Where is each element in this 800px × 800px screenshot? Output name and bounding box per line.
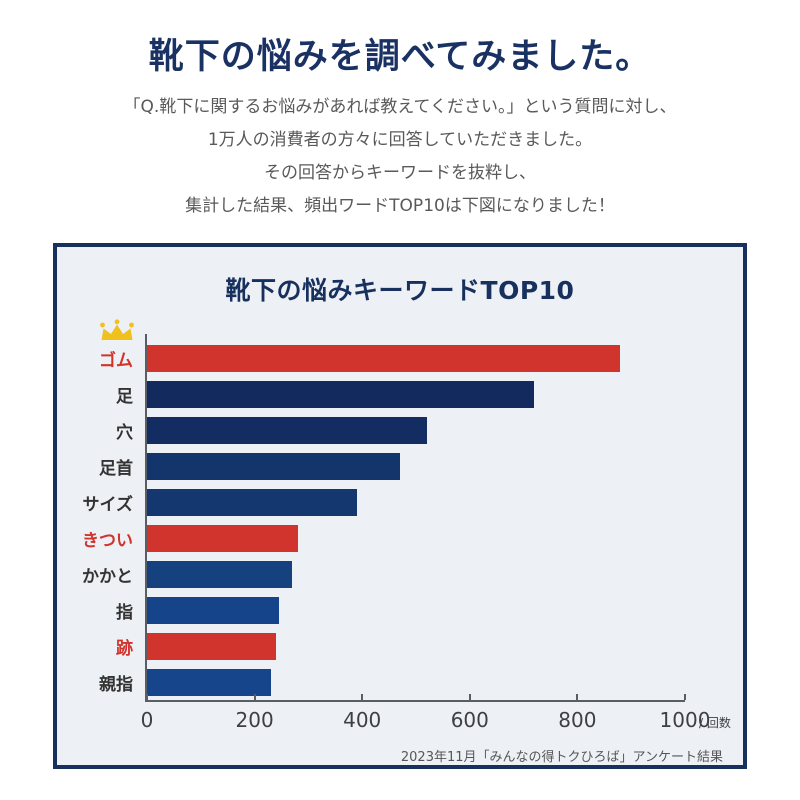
source-note: 2023年11月「みんなの得トクひろば」アンケート結果	[400, 750, 723, 765]
bar-label: 指	[116, 602, 133, 623]
bar	[147, 488, 357, 516]
chart-row: 足首	[99, 448, 685, 484]
chart-row: ゴム	[99, 340, 685, 376]
bar-label: 足首	[99, 458, 133, 479]
bar-label: かかと	[82, 566, 133, 587]
chart-row: 足	[116, 376, 685, 412]
x-tick-mark	[253, 694, 256, 700]
chart-row: 跡	[116, 628, 685, 664]
bar	[147, 596, 279, 624]
x-tick-mark	[684, 694, 686, 700]
bar	[147, 668, 271, 696]
bar-label: 足	[116, 386, 133, 407]
chart-title: 靴下の悩みキーワードTOP10	[225, 276, 575, 305]
bar	[147, 560, 293, 588]
bar	[147, 344, 621, 372]
bar	[147, 452, 400, 480]
bar	[147, 524, 298, 552]
x-tick-label: 600	[450, 708, 489, 732]
chart-row: サイズ	[83, 484, 685, 520]
intro-line: 1万人の消費者の方々に回答していただきました。	[207, 130, 593, 150]
chart-row: 指	[116, 592, 685, 628]
x-tick-label: 1000	[659, 708, 711, 732]
x-tick-mark	[576, 694, 579, 700]
chart-box: 靴下の悩みキーワードTOP10 ゴム足穴足首サイズきついかかと指跡親指 / 回数…	[53, 243, 747, 769]
intro-line: 「Q.靴下に関するお悩みがあれば教えてください。」という質問に対し、	[123, 97, 677, 117]
x-tick-mark	[468, 694, 471, 700]
x-tick-mark	[361, 694, 364, 700]
x-tick-label: 400	[343, 708, 382, 732]
x-axis-labels: / 回数 0 200 400 600 800 1000	[141, 702, 787, 738]
bar	[147, 632, 277, 660]
intro-text: 「Q.靴下に関するお悩みがあれば教えてください。」という質問に対し、 1万人の消…	[0, 91, 800, 223]
x-tick-label: 200	[235, 708, 274, 732]
chart-row: かかと	[82, 556, 685, 592]
bar-label: きつい	[82, 530, 133, 551]
page-title: 靴下の悩みを調べてみました。	[148, 37, 652, 77]
chart-row: きつい	[82, 520, 685, 556]
chart-row: 穴	[116, 412, 685, 448]
x-tick-label: 800	[558, 708, 597, 732]
chart-row: 親指	[99, 664, 685, 700]
x-axis-unit: / 回数	[699, 716, 731, 730]
bar-label: 跡	[116, 638, 133, 659]
x-tick-label: 0	[140, 708, 154, 732]
bar	[147, 380, 535, 408]
bar-label: ゴム	[99, 350, 133, 371]
intro-line: その回答からキーワードを抜粋し、	[264, 163, 536, 183]
bar	[147, 416, 427, 444]
bar-label: サイズ	[82, 494, 134, 515]
x-tick-mark	[146, 694, 148, 700]
intro-line: 集計した結果、頻出ワードTOP10は下図になりました！	[185, 196, 615, 216]
bar-label: 穴	[116, 422, 133, 443]
plot: ゴム足穴足首サイズきついかかと指跡親指	[82, 319, 686, 702]
bar-label: 親指	[99, 674, 133, 695]
crown-icon	[97, 319, 137, 341]
